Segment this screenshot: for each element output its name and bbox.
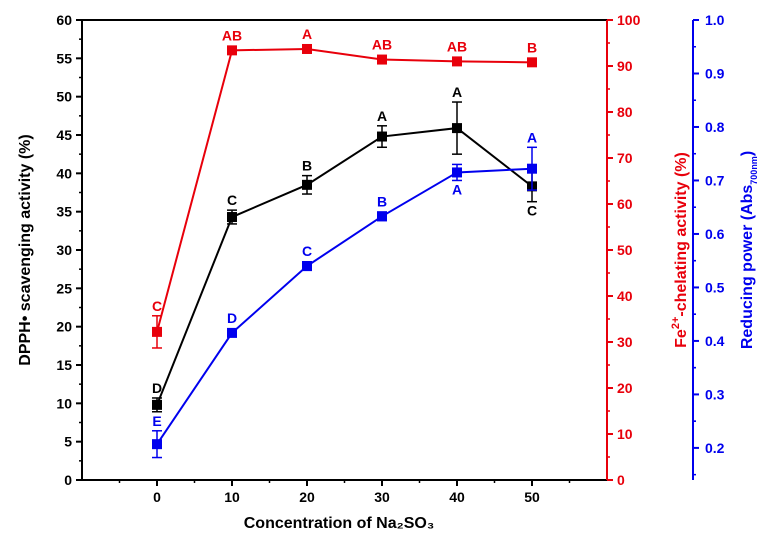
right-axis-fe-tick-label: 30 <box>617 334 633 350</box>
dpph-significance-label: D <box>152 380 162 396</box>
dpph-point <box>452 123 462 134</box>
fe-title-rest: -chelating activity (%) <box>673 152 690 316</box>
left-axis-tick-label: 45 <box>56 127 72 143</box>
reducing-point <box>302 261 312 272</box>
x-axis-tick-label: 40 <box>449 489 465 505</box>
x-axis: 0 10 20 30 40 50 <box>118 480 571 505</box>
fe-significance-label: AB <box>222 27 242 43</box>
reducing-significance-label: B <box>377 193 387 209</box>
x-axis-tick-label: 30 <box>374 489 390 505</box>
right-axis-fe: 0 10 20 30 40 50 60 70 80 90 100 <box>607 12 641 488</box>
right-axis-fe-tick-label: 50 <box>617 242 633 258</box>
left-axis-tick-label: 25 <box>56 280 72 296</box>
reducing-significance-label: D <box>227 310 237 326</box>
fe-significance-label: AB <box>372 37 392 53</box>
dpph-significance-label: B <box>302 158 312 174</box>
reducing-significance-label: C <box>302 243 312 259</box>
right-axis-reducing-tick-label: 0.2 <box>705 440 725 456</box>
left-axis-tick-label: 20 <box>56 319 72 335</box>
x-axis-tick-label: 0 <box>153 489 161 505</box>
x-axis-tick-label: 20 <box>299 489 315 505</box>
right-axis-fe-tick-label: 100 <box>617 12 641 28</box>
left-axis-tick-label: 0 <box>64 472 72 488</box>
dpph-significance-label: C <box>227 192 237 208</box>
fe-point <box>302 43 312 54</box>
right-axis-fe-title: Fe2+-chelating activity (%) <box>670 152 690 348</box>
dpph-line <box>156 127 533 406</box>
reducing-significance-label: A <box>527 129 537 145</box>
right-axis-fe-tick-label: 80 <box>617 104 633 120</box>
dpph-significance-label: A <box>452 84 462 100</box>
right-axis-reducing-tick-label: 0.8 <box>705 119 725 135</box>
fe-point <box>452 56 462 67</box>
right-axis-fe-tick-label: 20 <box>617 380 633 396</box>
left-axis-tick-label: 30 <box>56 242 72 258</box>
right-axis-reducing-tick-label: 0.9 <box>705 65 725 81</box>
right-axis-fe-tick-label: 60 <box>617 196 633 212</box>
fe-significance-label: C <box>152 298 162 314</box>
x-axis-tick-label: 50 <box>524 489 540 505</box>
right-axis-fe-tick-label: 0 <box>617 472 625 488</box>
right-axis-reducing-title: Reducing power (Abs700nm) <box>739 151 757 349</box>
fe-point <box>527 57 537 68</box>
dpph-significance-label: A <box>377 108 387 124</box>
reducing-significance-label: A <box>452 181 462 197</box>
fe-significance-label: A <box>302 26 312 42</box>
dpph-point <box>302 179 312 190</box>
left-axis: 0 5 10 15 20 25 30 35 40 45 50 55 60 <box>56 12 82 488</box>
left-axis-tick-label: 50 <box>56 89 72 105</box>
fe-title-superscript: 2+ <box>670 317 682 330</box>
series-layer: D C B A A C C AB A AB AB B E D C B A A <box>152 26 537 459</box>
reducing-point <box>227 327 237 338</box>
fe-line <box>156 47 533 333</box>
dpph-point <box>377 131 387 142</box>
left-axis-tick-label: 35 <box>56 204 72 220</box>
dpph-point <box>227 212 237 223</box>
right-axis-reducing-tick-label: 0.3 <box>705 386 725 402</box>
reducing-significance-label: E <box>152 413 161 429</box>
reducing-title-subscript: 700nm <box>749 156 757 185</box>
x-axis-tick-label: 10 <box>224 489 240 505</box>
left-axis-tick-label: 40 <box>56 165 72 181</box>
left-axis-title: DPPH• scavenging activity (%) <box>17 134 34 365</box>
right-axis-fe-tick-label: 70 <box>617 150 633 166</box>
fe-point <box>152 326 162 337</box>
right-axis-fe-tick-label: 90 <box>617 58 633 74</box>
left-axis-tick-label: 55 <box>56 50 72 66</box>
reducing-title-main: Reducing power (Abs <box>739 185 756 350</box>
reducing-point <box>527 163 537 174</box>
right-axis-fe-tick-label: 40 <box>617 288 633 304</box>
dpph-point <box>152 399 162 410</box>
reducing-line <box>156 167 533 445</box>
fe-point <box>227 45 237 56</box>
fe-title-main: Fe <box>673 329 690 348</box>
reducing-point <box>152 439 162 450</box>
fe-significance-label: AB <box>447 38 467 54</box>
right-axis-reducing-tick-label: 0.7 <box>705 172 725 188</box>
reducing-title-end: ) <box>739 151 756 156</box>
dpph-significance-label: C <box>527 203 537 219</box>
left-axis-tick-label: 10 <box>56 395 72 411</box>
left-axis-tick-label: 15 <box>56 357 72 373</box>
plot-frame <box>81 19 694 481</box>
right-axis-reducing-tick-label: 0.6 <box>705 226 725 242</box>
reducing-point <box>452 167 462 178</box>
right-axis-reducing-tick-label: 0.4 <box>705 333 725 349</box>
fe-point <box>377 54 387 65</box>
left-axis-tick-label: 60 <box>56 12 72 28</box>
reducing-point <box>377 211 387 222</box>
left-axis-tick-label: 5 <box>64 434 72 450</box>
right-axis-fe-tick-label: 10 <box>617 426 633 442</box>
right-axis-reducing-tick-label: 0.5 <box>705 279 725 295</box>
right-axis-reducing: 0.2 0.3 0.4 0.5 0.6 0.7 0.8 0.9 1.0 <box>693 12 725 476</box>
x-axis-title: Concentration of Na₂SO₃ <box>244 515 435 532</box>
right-axis-reducing-tick-label: 1.0 <box>705 12 725 28</box>
fe-significance-label: B <box>527 39 537 55</box>
